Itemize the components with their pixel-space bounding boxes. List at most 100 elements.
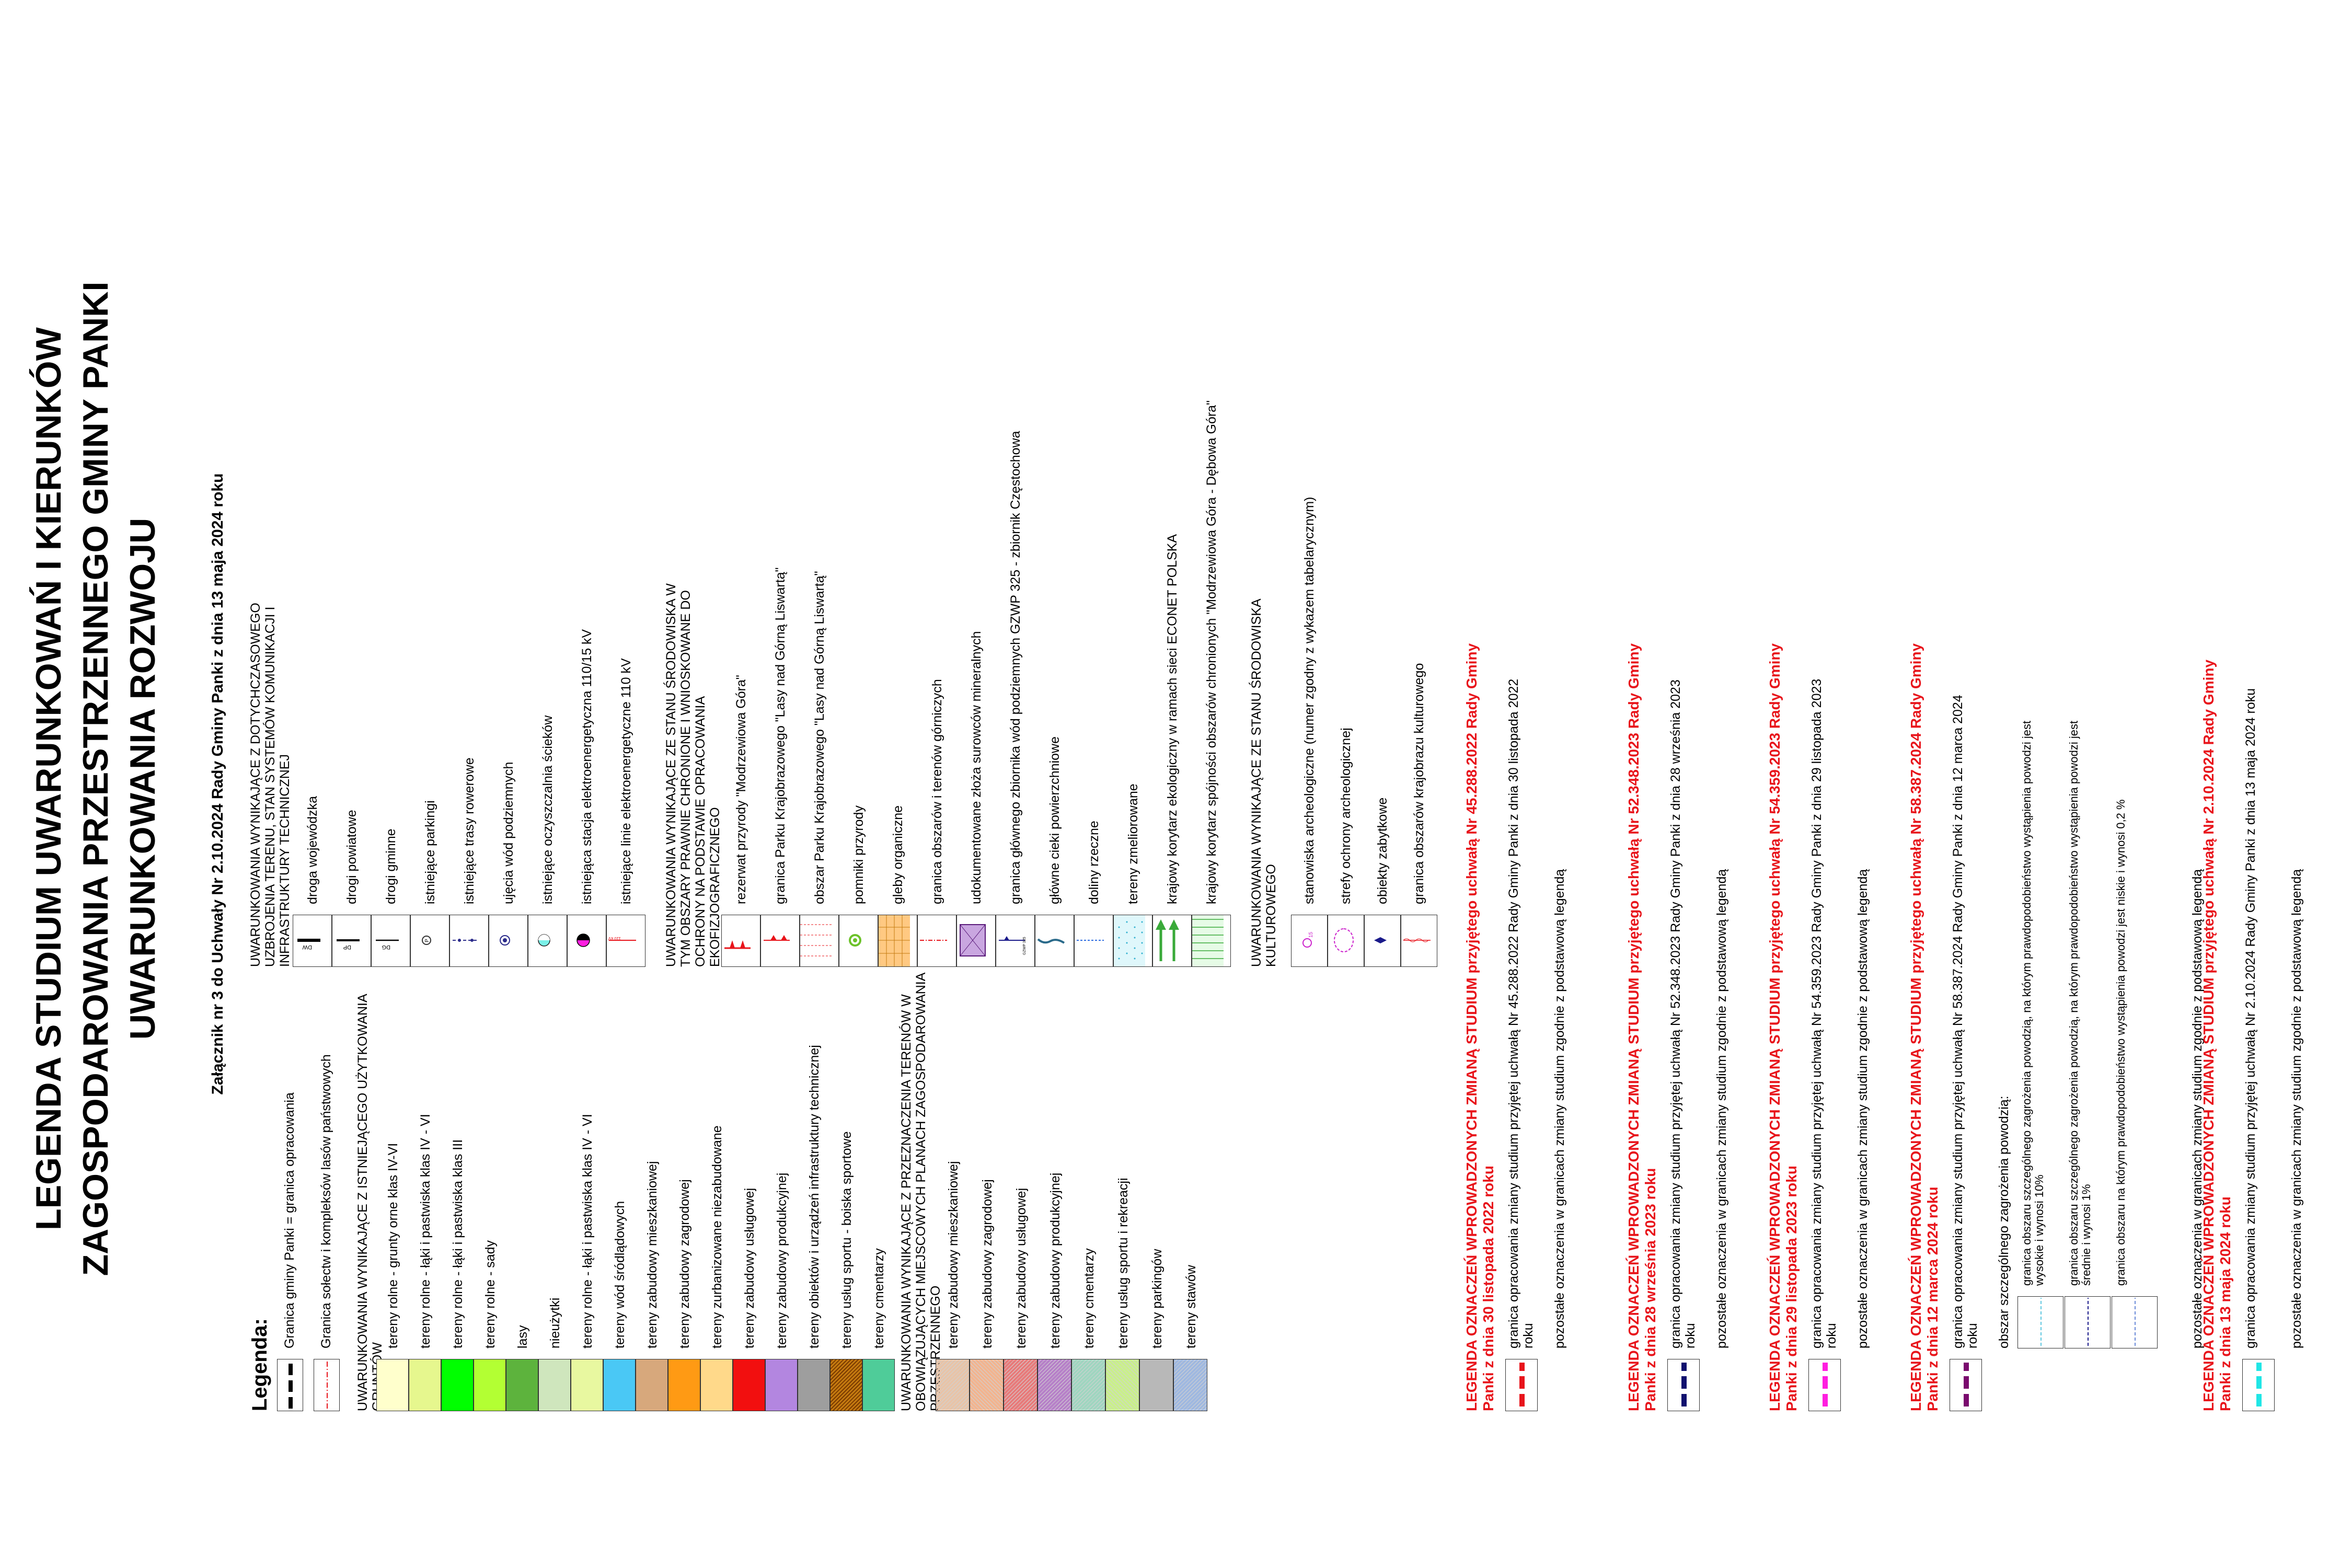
environment-symbol bbox=[1113, 915, 1152, 967]
land-use-swatch bbox=[700, 1359, 733, 1411]
land-use-swatch bbox=[636, 1359, 668, 1411]
land-use-swatch bbox=[830, 1359, 862, 1411]
land-use-label: tereny rolne - łąki i pastwiska klas IV … bbox=[580, 1114, 595, 1348]
planned-use-label: tereny zabudowy usługowej bbox=[1014, 1187, 1029, 1348]
gmina-boundary-label: Granica gminy Panki = granica opracowani… bbox=[282, 1092, 297, 1348]
planned-use-label: tereny zabudowy produkcyjnej bbox=[1048, 1172, 1063, 1348]
environment-label: doliny rzeczne bbox=[1086, 821, 1101, 904]
environment-symbol bbox=[839, 915, 878, 967]
infrastructure-symbol bbox=[449, 915, 489, 967]
title-line-1: LEGENDA STUDIUM UWARUNKOWAŃ I KIERUNKÓW bbox=[29, 327, 68, 1230]
change-boundary-swatch bbox=[1505, 1359, 1538, 1411]
flood-boundary-swatch bbox=[2112, 1296, 2158, 1348]
land-use-label: tereny rolne - łąki i pastwiska klas III bbox=[451, 1139, 465, 1348]
land-use-label: tereny rolne - grunty orne klas IV-VI bbox=[386, 1143, 400, 1348]
infrastructure-label: drogi powiatowe bbox=[344, 810, 359, 904]
land-use-label: tereny zabudowy produkcyjnej bbox=[775, 1172, 789, 1348]
land-use-label: tereny rolne - łąki i pastwiska klas IV … bbox=[418, 1114, 433, 1348]
change-other-label: pozostałe oznaczenia w granicach zmiany … bbox=[1552, 869, 1567, 1348]
environment-label: granica głównego zbiornika wód podziemny… bbox=[1008, 431, 1023, 904]
change-boundary-label: granica opracowania zmiany studium przyj… bbox=[1951, 695, 1980, 1348]
planned-use-swatch bbox=[1071, 1359, 1105, 1411]
infrastructure-symbol bbox=[489, 915, 528, 967]
planned-use-swatch bbox=[936, 1359, 970, 1411]
land-use-swatch bbox=[733, 1359, 765, 1411]
attachment-note: Załącznik nr 3 do Uchwały Nr 2.10.2024 R… bbox=[209, 473, 226, 1095]
infrastructure-label: istniejące parkingi bbox=[422, 800, 437, 904]
planned-use-label: tereny usług sportu i rekreacji bbox=[1116, 1178, 1131, 1348]
environment-symbol: GZWP 325 bbox=[996, 915, 1035, 967]
title-line-3: UWARUNKOWANIA ROZWOJU bbox=[123, 517, 163, 1040]
land-use-label: tereny obiektów i urządzeń infrastruktur… bbox=[807, 1045, 822, 1348]
culture-header: UWARUNKOWANIA WYNIKAJĄCE ZE STANU ŚRODOW… bbox=[1249, 599, 1278, 967]
change-legend-title: LEGENDA OZNACZEŃ WPROWADZONYCH ZMIANĄ ST… bbox=[2200, 659, 2233, 1411]
infrastructure-symbol: P bbox=[410, 915, 449, 967]
infrastructure-label: droga wojewódzka bbox=[305, 795, 320, 904]
culture-symbol: 15 bbox=[1291, 915, 1328, 967]
flood-boundary-swatch bbox=[2017, 1296, 2063, 1348]
svg-text:DW: DW bbox=[302, 944, 312, 950]
solectwa-boundary-swatch bbox=[314, 1359, 340, 1411]
planned-use-swatch bbox=[1004, 1359, 1037, 1411]
environment-label: granica Parku Krajobrazowego "Lasy nad G… bbox=[773, 567, 788, 904]
infrastructure-symbol: 110 kV bbox=[606, 915, 645, 967]
infrastructure-label: istniejące linie elektroenergetyczne 110… bbox=[618, 658, 633, 904]
land-use-label: tereny zabudowy zagrodowej bbox=[677, 1179, 692, 1348]
land-use-swatch bbox=[376, 1359, 409, 1411]
flood-boundary-label: granica obszaru szczególnego zagrożenia … bbox=[2020, 720, 2046, 1286]
change-boundary-label: granica opracowania zmiany studium przyj… bbox=[1668, 679, 1698, 1348]
land-use-label: tereny rolne - sady bbox=[483, 1240, 498, 1348]
land-use-swatch bbox=[409, 1359, 441, 1411]
land-use-swatch bbox=[474, 1359, 506, 1411]
change-boundary-swatch bbox=[1808, 1359, 1841, 1411]
svg-text:110 kV: 110 kV bbox=[608, 936, 621, 941]
change-other-label: pozostałe oznaczenia w granicach zmiany … bbox=[1855, 869, 1870, 1348]
culture-label: stanowiska archeologiczne (numer zgodny … bbox=[1302, 497, 1317, 905]
infrastructure-label: istniejące trasy rowerowe bbox=[462, 757, 477, 904]
environment-label: pomniki przyrody bbox=[851, 805, 866, 904]
flood-header: obszar szczególnego zagrożenia powodzią: bbox=[1997, 1096, 2011, 1348]
svg-text:DG: DG bbox=[382, 944, 391, 950]
culture-symbol bbox=[1364, 915, 1401, 967]
land-use-swatch bbox=[506, 1359, 538, 1411]
change-other-label: pozostałe oznaczenia w granicach zmiany … bbox=[2289, 869, 2304, 1348]
flood-boundary-label: granica obszaru na którym prawdopodobień… bbox=[2114, 799, 2127, 1286]
svg-text:15: 15 bbox=[1308, 931, 1314, 938]
environment-label: udokumentowane złoża surowców mineralnyc… bbox=[969, 631, 984, 905]
infrastructure-label: ujęcia wód podziemnych bbox=[501, 762, 516, 904]
land-use-label: tereny usług sportu - boiska sportowe bbox=[839, 1131, 854, 1349]
change-legend-title: LEGENDA OZNACZEŃ WPROWADZONYCH ZMIANĄ ST… bbox=[1908, 643, 1941, 1411]
environment-label: obszar Parku Krajobrazowego "Lasy nad Gó… bbox=[812, 571, 827, 904]
environment-label: krajowy korytarz ekologiczny w ramach si… bbox=[1165, 534, 1180, 904]
planned-use-swatch bbox=[1105, 1359, 1139, 1411]
change-legend-title: LEGENDA OZNACZEŃ WPROWADZONYCH ZMIANĄ ST… bbox=[1463, 643, 1496, 1411]
environment-symbol bbox=[760, 915, 800, 967]
environment-symbol bbox=[1035, 915, 1074, 967]
svg-text:P: P bbox=[424, 939, 430, 942]
infrastructure-label: istniejąca stacja elektroenergetyczna 11… bbox=[579, 629, 594, 904]
flood-boundary-label: granica obszaru szczególnego zagrożenia … bbox=[2067, 720, 2093, 1286]
land-use-label: lasy bbox=[515, 1325, 530, 1348]
title-line-2: ZAGOSPODAROWANIA PRZESTRZENNEGO GMINY PA… bbox=[76, 281, 116, 1276]
solectwa-boundary-label: Granica sołectw i kompleksów lasów państ… bbox=[319, 1054, 333, 1348]
land-use-swatch bbox=[571, 1359, 603, 1411]
land-use-label: tereny zabudowy usługowej bbox=[742, 1187, 757, 1348]
environment-symbol bbox=[1192, 915, 1231, 967]
environment-symbol bbox=[800, 915, 839, 967]
land-use-label: nieużytki bbox=[548, 1297, 562, 1348]
land-use-swatch bbox=[798, 1359, 830, 1411]
legend-label: Legenda: bbox=[248, 1318, 271, 1411]
land-use-swatch bbox=[668, 1359, 700, 1411]
culture-label: obiekty zabytkowe bbox=[1375, 797, 1390, 904]
planned-use-label: tereny parkingów bbox=[1150, 1249, 1165, 1348]
land-use-label: tereny wód śródlądowych bbox=[613, 1201, 627, 1348]
planned-use-label: tereny zabudowy zagrodowej bbox=[980, 1179, 995, 1348]
environment-symbol bbox=[721, 915, 760, 967]
environment-label: rezerwat przyrody "Modrzewiowa Góra" bbox=[733, 675, 748, 904]
environment-label: granica obszarów i terenów górniczych bbox=[929, 679, 944, 904]
change-other-label: pozostałe oznaczenia w granicach zmiany … bbox=[1714, 869, 1729, 1348]
environment-symbol bbox=[1152, 915, 1192, 967]
change-boundary-swatch bbox=[1667, 1359, 1700, 1411]
environment-label: główne cieki powierzchniowe bbox=[1047, 736, 1062, 904]
